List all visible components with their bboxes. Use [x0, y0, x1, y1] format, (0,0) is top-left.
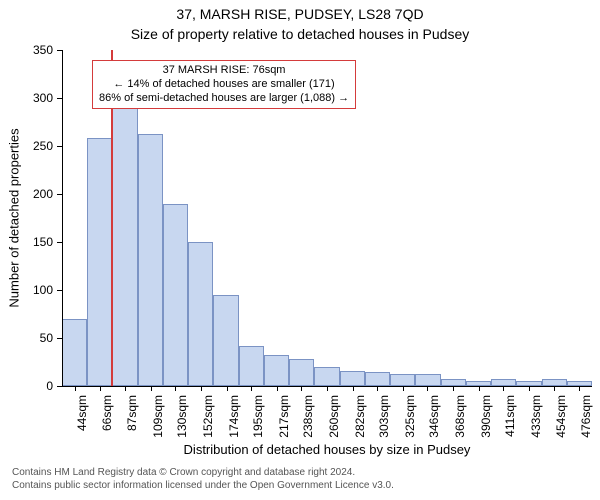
- histogram-bar: [415, 374, 440, 386]
- y-tick-mark: [57, 98, 62, 99]
- x-tick-mark: [251, 386, 252, 391]
- histogram-bar: [213, 295, 238, 386]
- y-tick-mark: [57, 338, 62, 339]
- x-tick-mark: [353, 386, 354, 391]
- x-tick-label: 130sqm: [175, 395, 189, 445]
- y-tick-label: 300: [0, 91, 53, 105]
- chart-title-line2: Size of property relative to detached ho…: [0, 26, 600, 42]
- y-tick-label: 100: [0, 283, 53, 297]
- x-tick-label: 66sqm: [100, 395, 114, 445]
- x-tick-mark: [453, 386, 454, 391]
- y-tick-label: 150: [0, 235, 53, 249]
- x-tick-label: 390sqm: [479, 395, 493, 445]
- chart-root: 37, MARSH RISE, PUDSEY, LS28 7QD Size of…: [0, 0, 600, 500]
- x-tick-mark: [403, 386, 404, 391]
- chart-title-line1: 37, MARSH RISE, PUDSEY, LS28 7QD: [0, 6, 600, 22]
- histogram-bar: [491, 379, 516, 386]
- x-tick-mark: [125, 386, 126, 391]
- x-tick-mark: [75, 386, 76, 391]
- x-tick-label: 238sqm: [301, 395, 315, 445]
- histogram-bar: [365, 372, 390, 386]
- x-tick-mark: [327, 386, 328, 391]
- x-tick-mark: [503, 386, 504, 391]
- x-tick-mark: [201, 386, 202, 391]
- y-tick-mark: [57, 386, 62, 387]
- y-tick-label: 50: [0, 331, 53, 345]
- footer-line1: Contains HM Land Registry data © Crown c…: [12, 467, 394, 480]
- x-tick-mark: [301, 386, 302, 391]
- x-tick-label: 454sqm: [554, 395, 568, 445]
- footer-line2: Contains public sector information licen…: [12, 480, 394, 493]
- x-tick-label: 282sqm: [353, 395, 367, 445]
- x-tick-mark: [277, 386, 278, 391]
- x-tick-label: 195sqm: [251, 395, 265, 445]
- y-tick-label: 350: [0, 43, 53, 57]
- y-tick-mark: [57, 146, 62, 147]
- histogram-bar: [441, 379, 466, 386]
- y-axis-label: Number of detached properties: [7, 128, 22, 307]
- x-tick-label: 152sqm: [201, 395, 215, 445]
- histogram-bar: [188, 242, 213, 386]
- y-tick-mark: [57, 242, 62, 243]
- x-tick-label: 260sqm: [327, 395, 341, 445]
- x-tick-mark: [100, 386, 101, 391]
- attribution-footer: Contains HM Land Registry data © Crown c…: [12, 467, 394, 492]
- x-tick-mark: [377, 386, 378, 391]
- x-tick-mark: [579, 386, 580, 391]
- x-tick-label: 303sqm: [377, 395, 391, 445]
- callout-line2: ← 14% of detached houses are smaller (17…: [99, 78, 349, 92]
- histogram-bar: [340, 371, 365, 386]
- x-tick-mark: [151, 386, 152, 391]
- x-tick-label: 174sqm: [227, 395, 241, 445]
- x-tick-mark: [529, 386, 530, 391]
- y-tick-label: 250: [0, 139, 53, 153]
- x-tick-label: 433sqm: [529, 395, 543, 445]
- y-tick-mark: [57, 290, 62, 291]
- histogram-bar: [138, 134, 163, 386]
- x-tick-label: 109sqm: [151, 395, 165, 445]
- y-tick-mark: [57, 50, 62, 51]
- x-tick-label: 325sqm: [403, 395, 417, 445]
- histogram-bar: [264, 355, 289, 386]
- x-tick-label: 368sqm: [453, 395, 467, 445]
- x-tick-mark: [227, 386, 228, 391]
- x-tick-label: 411sqm: [503, 395, 517, 445]
- histogram-bar: [542, 379, 567, 386]
- plot-area: 37 MARSH RISE: 76sqm← 14% of detached ho…: [62, 50, 592, 386]
- y-axis-spine: [62, 50, 63, 386]
- x-tick-label: 476sqm: [579, 395, 593, 445]
- x-tick-mark: [554, 386, 555, 391]
- x-tick-label: 217sqm: [277, 395, 291, 445]
- property-callout: 37 MARSH RISE: 76sqm← 14% of detached ho…: [92, 60, 356, 109]
- callout-line3: 86% of semi-detached houses are larger (…: [99, 92, 349, 106]
- x-tick-mark: [175, 386, 176, 391]
- y-tick-mark: [57, 194, 62, 195]
- histogram-bar: [112, 98, 137, 386]
- histogram-bar: [163, 204, 188, 386]
- histogram-bar: [314, 367, 339, 386]
- x-tick-mark: [427, 386, 428, 391]
- y-tick-label: 200: [0, 187, 53, 201]
- x-tick-mark: [479, 386, 480, 391]
- histogram-bar: [62, 319, 87, 386]
- x-tick-label: 87sqm: [125, 395, 139, 445]
- y-tick-label: 0: [0, 379, 53, 393]
- histogram-bar: [87, 138, 112, 386]
- histogram-bar: [239, 346, 264, 386]
- x-tick-label: 346sqm: [427, 395, 441, 445]
- callout-line1: 37 MARSH RISE: 76sqm: [99, 64, 349, 78]
- x-tick-label: 44sqm: [75, 395, 89, 445]
- histogram-bar: [289, 359, 314, 386]
- histogram-bar: [390, 374, 415, 386]
